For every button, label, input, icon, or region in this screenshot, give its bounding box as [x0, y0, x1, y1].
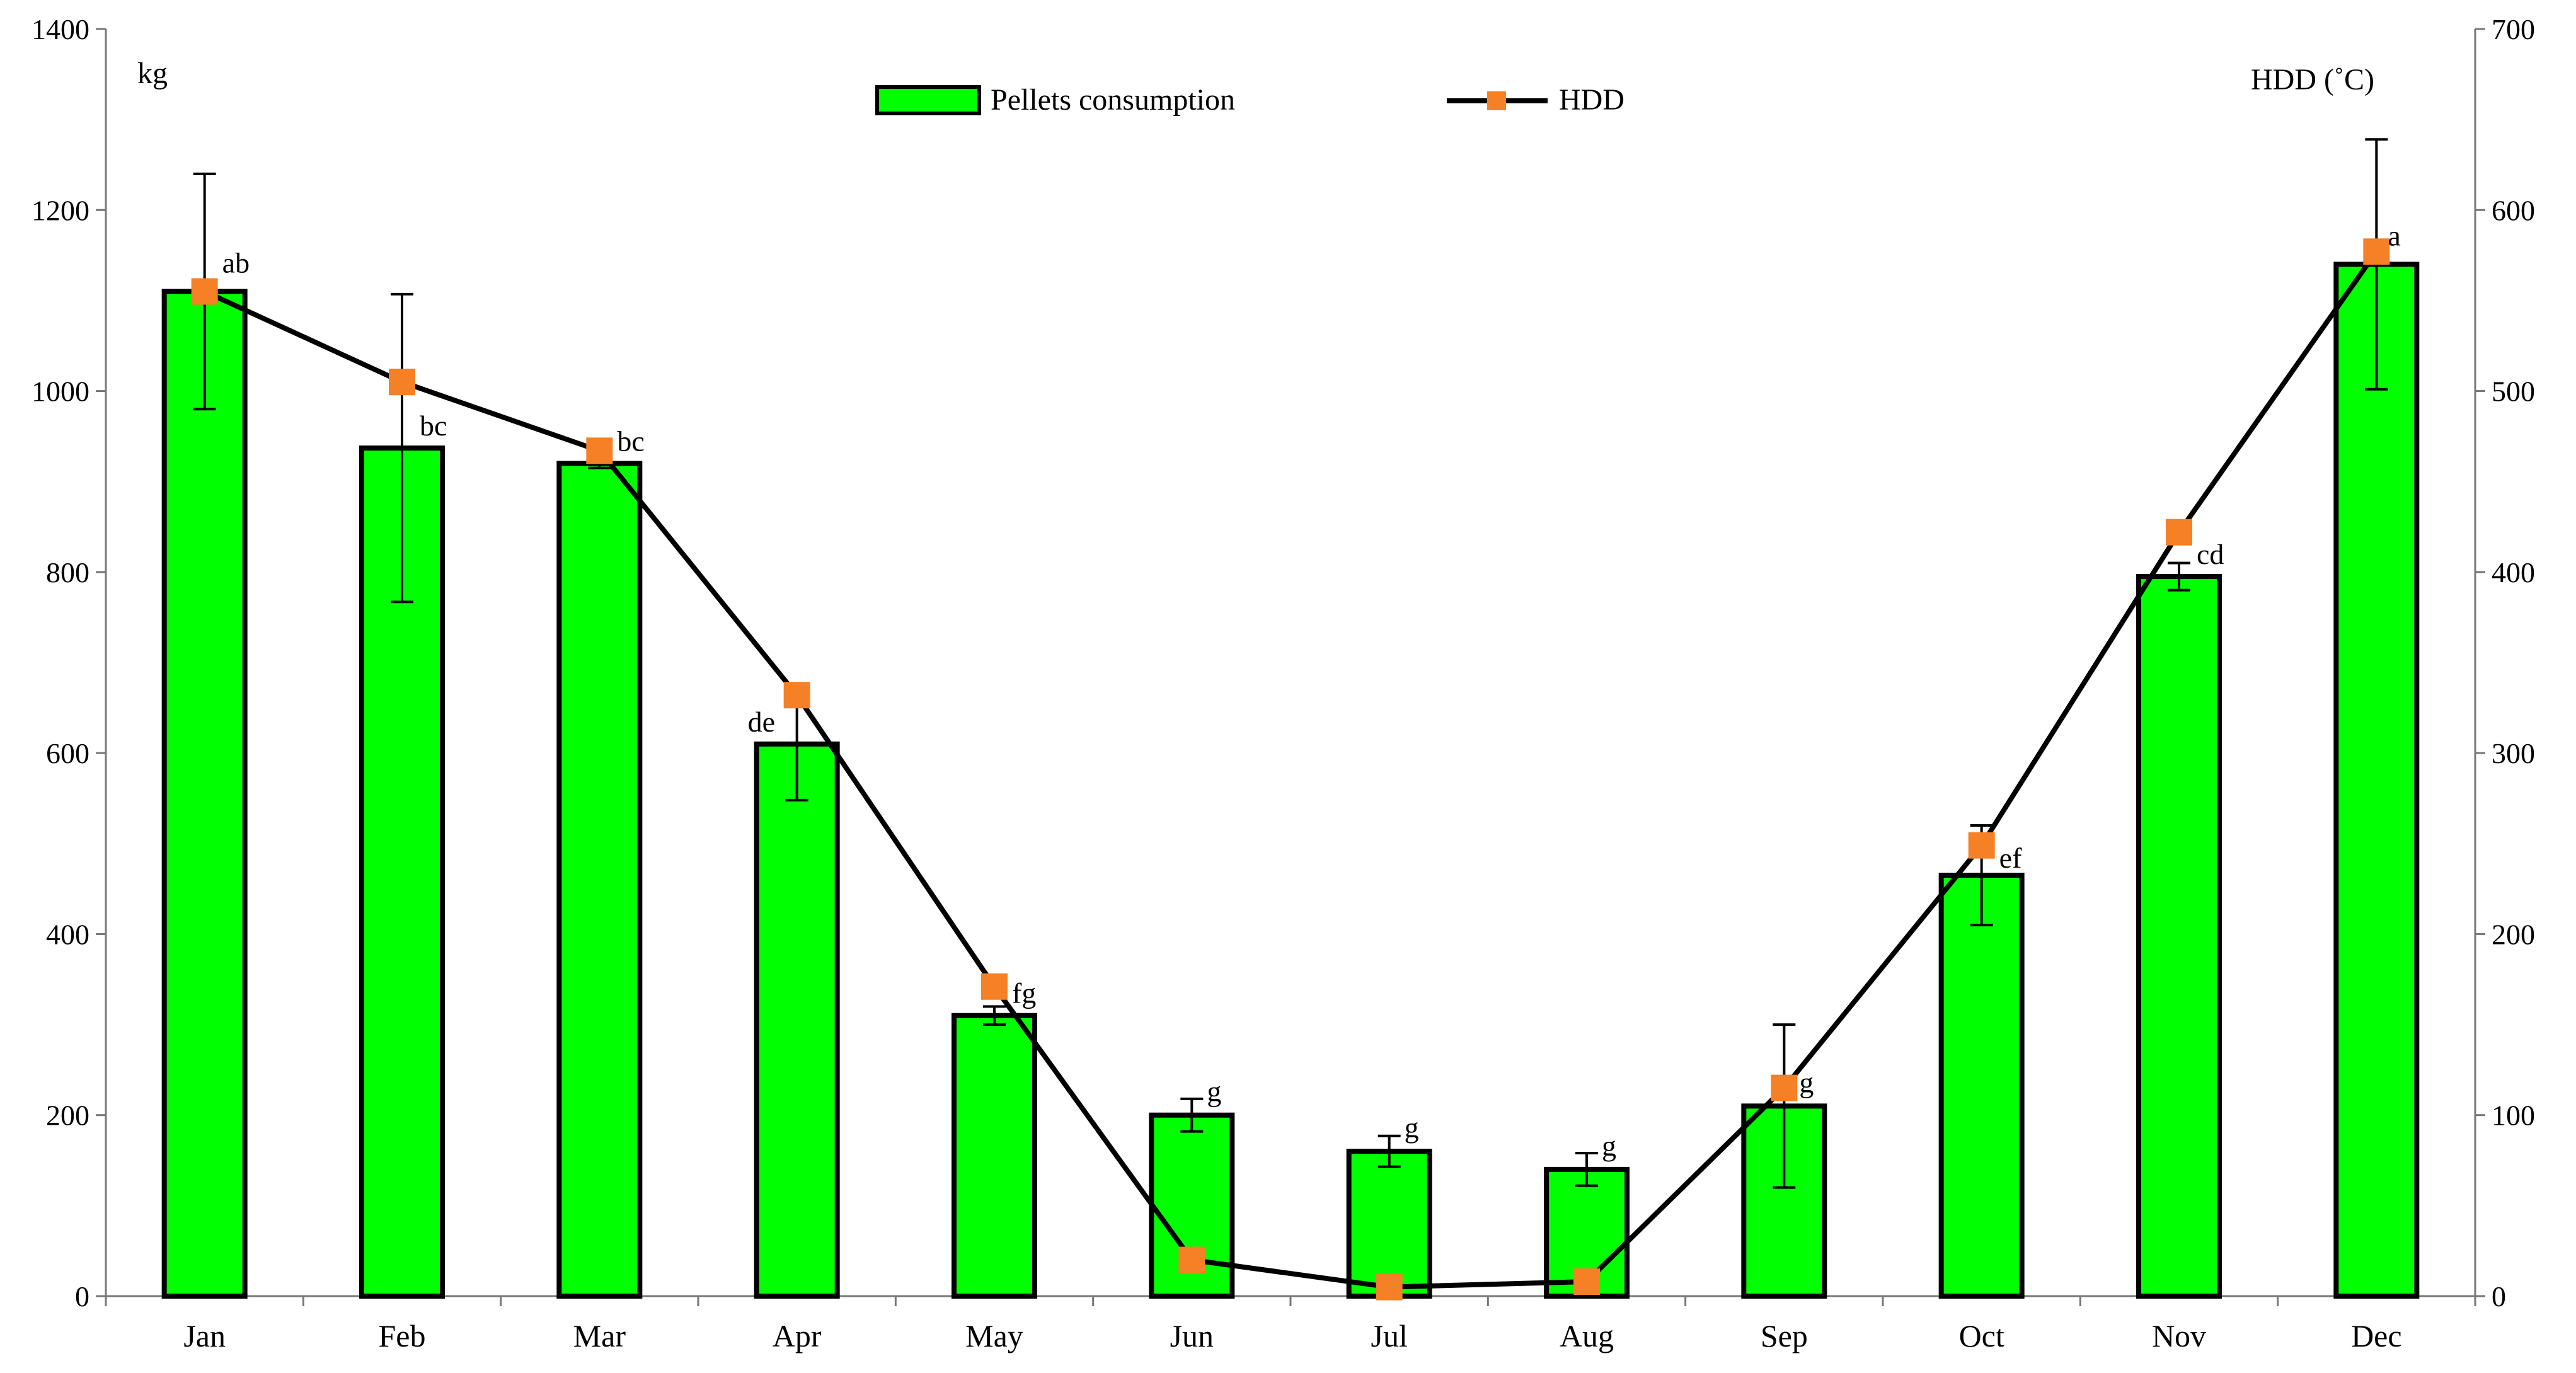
hdd-marker-jul: [1376, 1273, 1403, 1301]
significance-label: de: [748, 706, 775, 738]
right-tick-label: 400: [2492, 556, 2535, 589]
significance-label: ab: [222, 247, 250, 279]
right-tick-label: 100: [2492, 1100, 2535, 1132]
significance-label: a: [2388, 219, 2400, 251]
bar-dec: [2333, 261, 2420, 1299]
bar-oct: [1938, 873, 2025, 1299]
left-tick-label: 400: [46, 918, 89, 950]
x-tick-label: Jan: [183, 1318, 226, 1353]
hdd-line: [191, 238, 2390, 1301]
labels: ab bc bc de fg g g g g ef cd a: [222, 219, 2401, 1161]
x-tick-label: Apr: [773, 1318, 822, 1353]
hdd-marker-may: [981, 973, 1008, 1000]
left-tick-label: 200: [46, 1100, 89, 1132]
hdd-marker-jun: [1178, 1246, 1205, 1273]
significance-label: g: [1602, 1130, 1616, 1162]
x-tick-label: Nov: [2152, 1318, 2206, 1353]
left-tick-label: 1400: [32, 13, 89, 45]
hdd-marker-feb: [389, 369, 415, 396]
bar-may: [952, 1013, 1037, 1299]
legend-label-hdd: HDD: [1559, 83, 1624, 117]
x-tick-label: Dec: [2351, 1318, 2402, 1353]
significance-label: g: [1799, 1066, 1814, 1098]
right-tick-label: 700: [2492, 13, 2535, 45]
right-unit-label: HDD (˚C): [2251, 63, 2374, 96]
hdd-marker-dec: [2363, 238, 2390, 265]
legend-marker-swatch: [1487, 91, 1506, 110]
right-tick-label: 300: [2492, 737, 2535, 769]
legend: Pellets consumption HDD: [875, 83, 1624, 117]
left-tick-label: 1000: [32, 376, 89, 408]
x-tick-label: Mar: [573, 1318, 626, 1353]
hdd-marker-apr: [783, 682, 810, 709]
bar-jan: [161, 289, 248, 1299]
left-tick-label: 600: [46, 737, 89, 769]
hdd-marker-nov: [2166, 519, 2192, 546]
hdd-marker-sep: [1771, 1074, 1798, 1101]
x-tick-label: Feb: [379, 1318, 426, 1353]
significance-label: bc: [420, 410, 447, 442]
legend-bar-swatch: [875, 85, 981, 115]
bar-apr: [754, 741, 840, 1299]
hdd-marker-oct: [1968, 832, 1995, 859]
bar-aug: [1544, 1166, 1630, 1299]
right-tick-label: 0: [2492, 1280, 2506, 1313]
significance-label: fg: [1012, 977, 1036, 1009]
bar-mar: [556, 461, 643, 1299]
error-bars: [193, 138, 2388, 1189]
left-tick-label: 0: [75, 1280, 89, 1313]
hdd-marker-aug: [1573, 1268, 1600, 1295]
x-tick-label: Jun: [1170, 1318, 1214, 1353]
legend-label-pellets: Pellets consumption: [991, 83, 1235, 117]
x-tick-label: Oct: [1959, 1318, 2004, 1353]
left-unit-label: kg: [137, 57, 168, 90]
x-tick-label: Jul: [1371, 1318, 1407, 1353]
bar-nov: [2136, 574, 2222, 1299]
left-tick-label: 800: [46, 556, 89, 589]
significance-label: cd: [2197, 538, 2224, 570]
left-tick-label: 1200: [32, 194, 89, 226]
significance-label: g: [1405, 1112, 1419, 1144]
right-tick-label: 600: [2492, 194, 2535, 226]
hdd-marker-jan: [191, 278, 218, 305]
right-tick-label: 200: [2492, 918, 2535, 950]
significance-label: bc: [617, 425, 644, 457]
significance-label: g: [1207, 1076, 1221, 1108]
significance-label: ef: [1999, 842, 2022, 874]
right-tick-label: 500: [2492, 376, 2535, 408]
axes: 0 200 400 600 800 1000 1200 1400 0 100 200 300 400 50…: [32, 13, 2535, 1353]
hdd-series-line: [203, 250, 2379, 1290]
x-tick-label: May: [965, 1318, 1023, 1353]
x-tick-label: Sep: [1761, 1318, 1808, 1353]
x-tick-label: Aug: [1560, 1318, 1614, 1353]
hdd-marker-mar: [586, 437, 613, 464]
